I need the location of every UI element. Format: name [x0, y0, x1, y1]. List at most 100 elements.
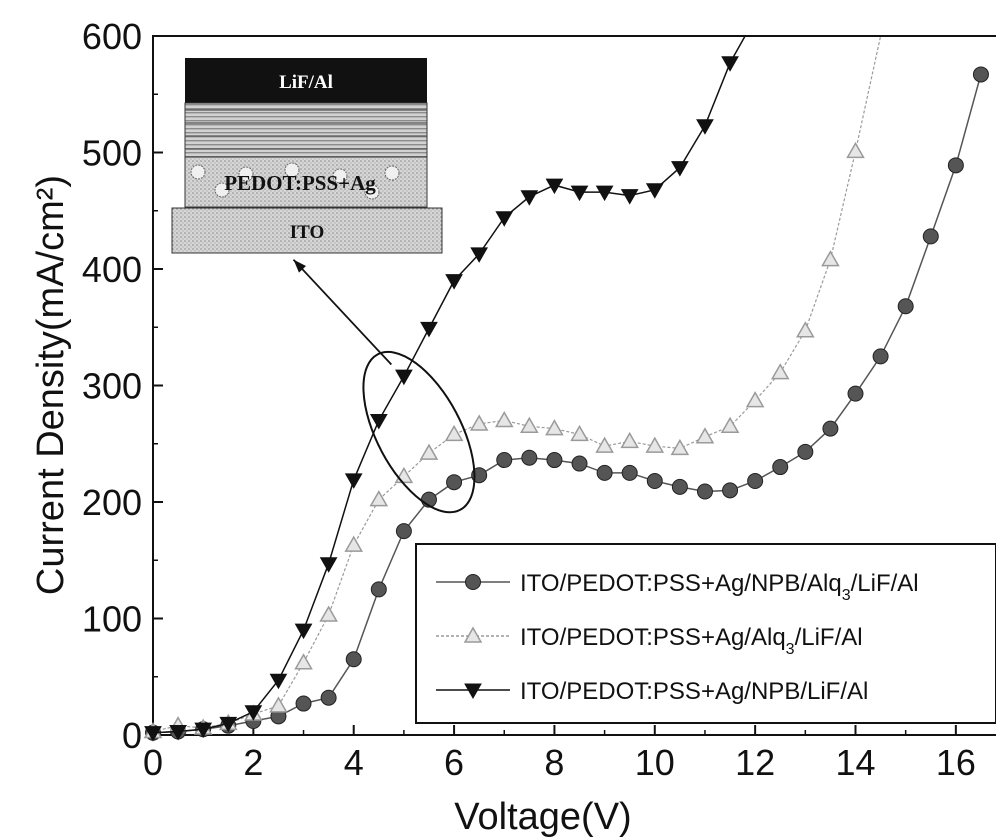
data-point	[747, 473, 764, 490]
data-point	[521, 449, 538, 466]
data-point	[294, 653, 313, 670]
data-point	[319, 557, 338, 573]
y-tick-label: 200	[82, 482, 142, 523]
x-tick-label: 10	[635, 742, 675, 783]
data-point	[645, 436, 665, 453]
data-point	[496, 452, 513, 469]
inset-layer-label: LiF/Al	[279, 72, 333, 93]
data-point	[244, 705, 263, 721]
x-tick-label: 8	[544, 742, 564, 783]
y-tick-label: 400	[82, 249, 142, 290]
inset-layer-label: ITO	[290, 222, 325, 243]
x-tick-label: 0	[143, 742, 163, 783]
data-point	[645, 183, 664, 199]
data-point	[596, 464, 613, 481]
data-point	[420, 321, 438, 338]
data-point	[796, 321, 815, 338]
data-point	[595, 185, 614, 202]
data-point	[847, 385, 864, 402]
data-point	[545, 178, 564, 195]
axis-ticks	[152, 35, 957, 736]
data-point	[897, 298, 914, 315]
x-axis-title: Voltage(V)	[454, 796, 631, 838]
data-point	[344, 535, 364, 552]
annotation-arrowhead	[293, 259, 306, 273]
data-point	[872, 348, 889, 365]
x-tick-label: 12	[735, 742, 775, 783]
legend-marker	[463, 626, 483, 643]
data-point	[495, 211, 514, 227]
series-layer	[143, 35, 989, 742]
legend-entry: ITO/PEDOT:PSS+Ag/NPB/LiF/Al	[436, 678, 868, 705]
data-point	[520, 190, 539, 206]
data-point	[696, 483, 713, 500]
data-point	[470, 247, 489, 263]
data-point	[545, 419, 564, 436]
ag-nanoparticle	[238, 166, 254, 182]
data-point	[369, 413, 388, 430]
data-point	[345, 651, 362, 668]
x-tick-label: 2	[243, 742, 263, 783]
data-point	[620, 189, 639, 205]
ag-nanoparticle	[214, 182, 230, 198]
data-point	[721, 56, 739, 72]
legend-label: ITO/PEDOT:PSS+Ag/Alq3/LiF/Al	[520, 624, 863, 658]
data-point	[445, 274, 463, 290]
data-point	[395, 523, 412, 540]
annotation-layer	[292, 259, 476, 514]
series-line	[152, 74, 982, 734]
data-point	[671, 161, 689, 177]
data-point	[670, 438, 690, 456]
inset-layer-organic	[184, 102, 428, 158]
data-point	[797, 443, 814, 460]
legend-marker	[464, 683, 482, 700]
y-tick-label: 600	[82, 16, 142, 57]
data-point	[370, 581, 387, 598]
annotation-arrow	[292, 259, 393, 366]
data-point	[822, 420, 839, 437]
data-point	[621, 464, 638, 481]
data-point	[219, 716, 238, 733]
data-point	[520, 416, 539, 434]
data-point	[295, 695, 312, 712]
data-point	[294, 623, 313, 640]
data-point	[620, 431, 639, 449]
data-point	[546, 452, 563, 469]
highlight-ellipse	[362, 350, 476, 514]
data-point	[770, 363, 790, 380]
data-point	[169, 725, 187, 741]
legend-entry: ITO/PEDOT:PSS+Ag/Alq3/LiF/Al	[436, 624, 863, 658]
y-axis-title: Current Density(mA/cm²)	[30, 175, 72, 595]
data-point	[469, 414, 489, 431]
y-tick-label: 300	[82, 366, 142, 407]
data-point	[419, 443, 439, 460]
y-tick-label: 500	[82, 133, 142, 174]
data-point	[671, 478, 688, 495]
series-3	[144, 35, 746, 742]
data-point	[194, 722, 213, 739]
legend-box	[415, 543, 996, 724]
inset-layer-label: PEDOT:PSS+Ag	[224, 171, 376, 195]
data-point	[821, 250, 840, 267]
inset-layer-lif-al	[185, 58, 427, 103]
data-point	[947, 157, 964, 174]
y-tick-label: 100	[82, 599, 142, 640]
data-point	[646, 473, 663, 490]
ag-nanoparticle	[190, 164, 206, 180]
x-tick-label: 6	[444, 742, 464, 783]
data-point	[369, 490, 389, 507]
plot-area	[143, 35, 996, 742]
device-structure-inset: LiF/Al PEDOT:PSS+Ag ITO	[171, 58, 443, 254]
ag-nanoparticle	[284, 162, 300, 178]
data-point	[344, 473, 363, 489]
data-point	[144, 726, 162, 742]
data-point	[772, 459, 789, 476]
data-point	[972, 66, 989, 83]
data-point	[722, 482, 739, 499]
data-point	[446, 474, 463, 491]
data-point	[269, 673, 288, 690]
data-point	[320, 689, 337, 706]
data-point	[922, 228, 939, 245]
data-point	[494, 410, 514, 428]
